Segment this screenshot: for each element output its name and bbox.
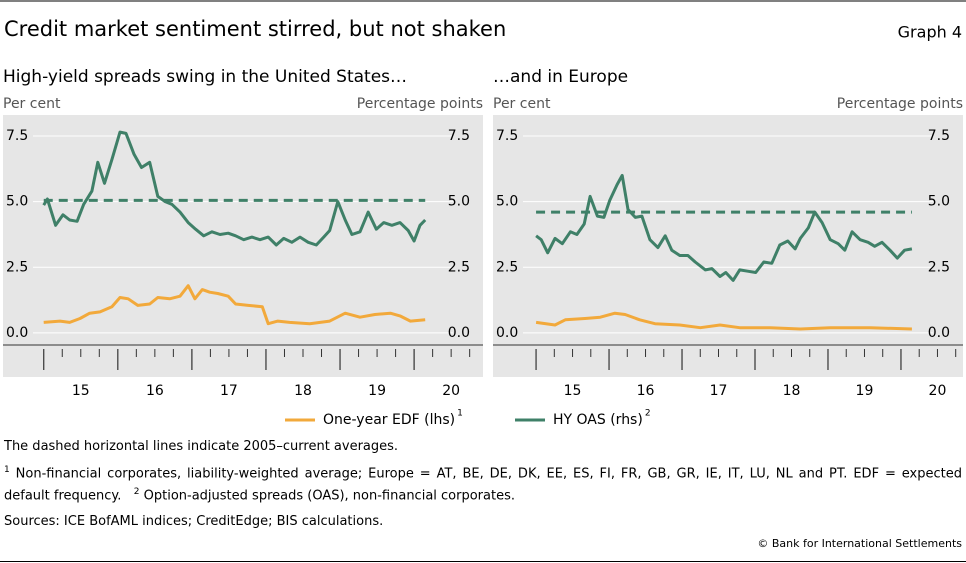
sources: Sources: ICE BofAML indices; CreditEdge;… — [4, 514, 384, 529]
y-tick-label: 0.0 — [496, 325, 518, 341]
copyright: © Bank for International Settlements — [757, 537, 962, 550]
x-tick-label: 16 — [637, 383, 655, 399]
x-tick-label: 17 — [220, 383, 238, 399]
y2-tick-label: 5.0 — [928, 194, 950, 210]
y2-tick-label: 5.0 — [448, 194, 470, 210]
footnotes: 1 Non-financial corporates, liability-we… — [4, 461, 962, 506]
series-line — [535, 173, 913, 282]
x-tick-label: 15 — [72, 383, 90, 399]
plot-background — [3, 115, 483, 377]
y-axis-label: Per cent — [493, 96, 551, 112]
y2-tick-label: 2.5 — [928, 259, 950, 275]
y2-tick-label: 7.5 — [928, 128, 950, 144]
footnote-text: Option-adjusted spreads (OAS), non-finan… — [143, 488, 515, 504]
x-tick-label: 16 — [146, 383, 164, 399]
legend-label: One-year EDF (lhs) — [323, 412, 455, 428]
series-line — [535, 311, 912, 331]
y2-tick-label: 0.0 — [928, 325, 950, 341]
y-tick-label: 2.5 — [496, 259, 518, 275]
x-tick-label: 20 — [442, 383, 460, 399]
y2-tick-label: 0.0 — [448, 325, 470, 341]
plot-background — [493, 115, 963, 377]
title: Credit market sentiment stirred, but not… — [4, 17, 506, 41]
x-tick-label: 19 — [856, 383, 874, 399]
x-tick-label: 19 — [368, 383, 386, 399]
y2-axis-label: Percentage points — [837, 96, 963, 112]
series-line — [42, 130, 427, 247]
y-tick-label: 7.5 — [496, 128, 518, 144]
footnote-text: Non-financial corporates, liability-weig… — [4, 466, 962, 504]
series-line — [43, 284, 426, 326]
y-axis-label: Per cent — [3, 96, 61, 112]
legend-label: HY OAS (rhs) — [553, 412, 643, 428]
legend-note-ref: 2 — [645, 409, 651, 419]
graph-label: Graph 4 — [898, 23, 962, 42]
y2-tick-label: 7.5 — [448, 128, 470, 144]
x-tick-label: 18 — [783, 383, 801, 399]
x-tick-label: 17 — [710, 383, 728, 399]
legend-note-ref: 1 — [457, 409, 463, 419]
y-tick-label: 0.0 — [6, 325, 28, 341]
y-tick-label: 5.0 — [496, 194, 518, 210]
panel-title: High-yield spreads swing in the United S… — [3, 67, 407, 87]
x-tick-label: 15 — [564, 383, 582, 399]
x-tick-label: 18 — [294, 383, 312, 399]
footnote-marker: 2 — [133, 487, 140, 498]
y2-axis-label: Percentage points — [357, 96, 483, 112]
dashed-note: The dashed horizontal lines indicate 200… — [4, 439, 399, 454]
y-tick-label: 7.5 — [6, 128, 28, 144]
footnote-marker: 1 — [4, 465, 10, 475]
panel-title: …and in Europe — [493, 67, 628, 87]
y2-tick-label: 2.5 — [448, 259, 470, 275]
x-tick-label: 20 — [929, 383, 947, 399]
y-tick-label: 5.0 — [6, 194, 28, 210]
y-tick-label: 2.5 — [6, 259, 28, 275]
